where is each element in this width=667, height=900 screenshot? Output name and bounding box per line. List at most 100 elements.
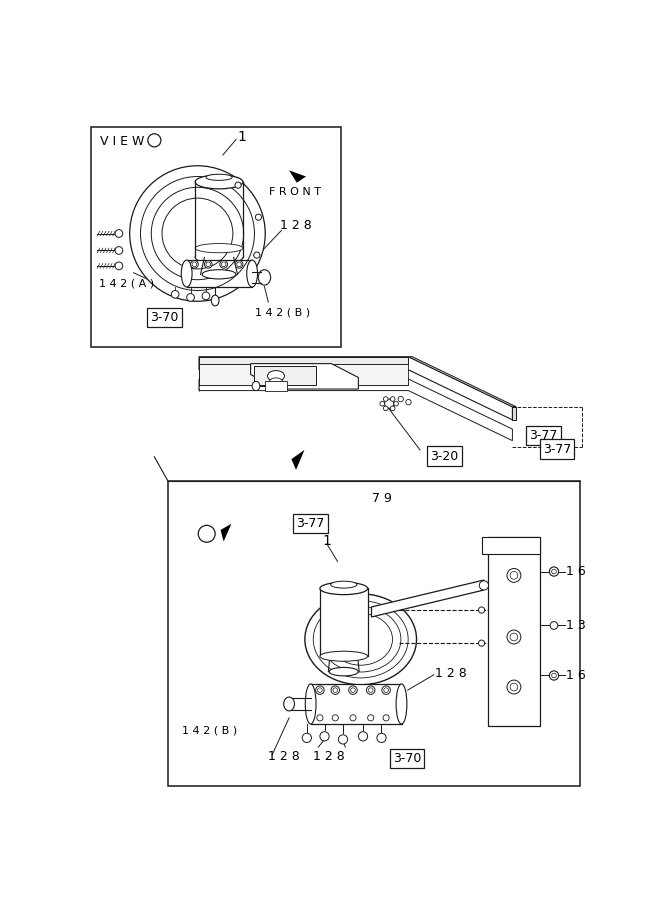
Ellipse shape bbox=[269, 378, 283, 386]
Circle shape bbox=[377, 734, 386, 742]
Circle shape bbox=[317, 715, 323, 721]
Ellipse shape bbox=[195, 244, 243, 253]
Circle shape bbox=[480, 580, 488, 590]
Bar bbox=[488, 537, 540, 725]
Circle shape bbox=[510, 683, 518, 691]
Circle shape bbox=[550, 567, 558, 576]
Circle shape bbox=[358, 732, 368, 741]
Circle shape bbox=[394, 401, 398, 406]
Polygon shape bbox=[408, 356, 516, 407]
Polygon shape bbox=[320, 589, 368, 656]
Text: 1 2 8: 1 2 8 bbox=[268, 750, 300, 763]
Circle shape bbox=[192, 262, 197, 266]
Text: 3-77: 3-77 bbox=[543, 443, 571, 455]
Ellipse shape bbox=[252, 382, 260, 391]
Ellipse shape bbox=[247, 260, 257, 287]
Polygon shape bbox=[199, 379, 512, 441]
Circle shape bbox=[382, 686, 390, 695]
Circle shape bbox=[129, 166, 265, 302]
Bar bbox=[168, 482, 580, 786]
Polygon shape bbox=[289, 170, 306, 183]
Circle shape bbox=[368, 688, 373, 692]
Circle shape bbox=[351, 688, 356, 692]
Bar bbox=[482, 537, 540, 554]
Circle shape bbox=[187, 293, 194, 302]
Circle shape bbox=[331, 686, 340, 695]
Circle shape bbox=[115, 230, 123, 238]
Circle shape bbox=[385, 399, 394, 409]
Ellipse shape bbox=[267, 371, 284, 382]
Circle shape bbox=[220, 260, 227, 268]
Ellipse shape bbox=[396, 684, 407, 724]
Circle shape bbox=[384, 406, 388, 410]
Circle shape bbox=[478, 640, 485, 646]
Text: A: A bbox=[203, 529, 211, 539]
Circle shape bbox=[235, 182, 241, 188]
Ellipse shape bbox=[283, 697, 295, 711]
Circle shape bbox=[333, 688, 338, 692]
Circle shape bbox=[380, 401, 385, 406]
Polygon shape bbox=[199, 356, 512, 419]
Circle shape bbox=[191, 260, 198, 268]
Circle shape bbox=[398, 396, 404, 401]
Circle shape bbox=[253, 252, 260, 258]
Ellipse shape bbox=[305, 594, 416, 685]
Text: 1 3: 1 3 bbox=[566, 619, 586, 632]
Circle shape bbox=[171, 291, 179, 298]
Circle shape bbox=[349, 686, 358, 695]
Ellipse shape bbox=[305, 684, 316, 724]
Polygon shape bbox=[254, 366, 316, 385]
Text: 1 2 8: 1 2 8 bbox=[280, 220, 311, 232]
Ellipse shape bbox=[195, 175, 243, 189]
Text: A: A bbox=[151, 135, 158, 145]
Bar bbox=[311, 684, 402, 724]
Circle shape bbox=[302, 734, 311, 742]
Polygon shape bbox=[199, 364, 408, 385]
Ellipse shape bbox=[320, 652, 368, 662]
Text: 1 2 8: 1 2 8 bbox=[313, 750, 345, 763]
Circle shape bbox=[350, 715, 356, 721]
Text: 3-20: 3-20 bbox=[430, 449, 459, 463]
Ellipse shape bbox=[195, 251, 243, 264]
Circle shape bbox=[390, 397, 395, 401]
Polygon shape bbox=[221, 524, 231, 542]
Polygon shape bbox=[199, 379, 408, 385]
Bar bbox=[187, 260, 252, 286]
Circle shape bbox=[315, 686, 324, 695]
Text: 3-70: 3-70 bbox=[150, 310, 179, 324]
Circle shape bbox=[317, 688, 322, 692]
Circle shape bbox=[204, 260, 212, 268]
Text: 1 4 2 ( B ): 1 4 2 ( B ) bbox=[255, 308, 310, 318]
Polygon shape bbox=[372, 580, 484, 617]
Circle shape bbox=[235, 260, 243, 268]
Ellipse shape bbox=[329, 668, 358, 676]
Text: 1 6: 1 6 bbox=[566, 669, 586, 682]
Polygon shape bbox=[512, 407, 516, 419]
Circle shape bbox=[338, 734, 348, 744]
Circle shape bbox=[221, 262, 226, 266]
Text: 1: 1 bbox=[322, 534, 331, 548]
Circle shape bbox=[255, 214, 261, 220]
Circle shape bbox=[384, 688, 388, 692]
Text: 3-70: 3-70 bbox=[393, 752, 421, 765]
Circle shape bbox=[510, 572, 518, 580]
Polygon shape bbox=[251, 364, 358, 389]
Circle shape bbox=[148, 134, 161, 147]
Ellipse shape bbox=[181, 260, 192, 287]
Polygon shape bbox=[195, 182, 243, 257]
Ellipse shape bbox=[258, 270, 271, 285]
Circle shape bbox=[478, 607, 485, 613]
Circle shape bbox=[552, 673, 556, 678]
Text: 1 4 2 ( A ): 1 4 2 ( A ) bbox=[99, 279, 154, 289]
Text: 1 4 2 ( B ): 1 4 2 ( B ) bbox=[182, 725, 237, 735]
Ellipse shape bbox=[206, 175, 232, 180]
Text: 7 9: 7 9 bbox=[372, 492, 392, 505]
Text: V I E W: V I E W bbox=[101, 135, 145, 148]
Circle shape bbox=[507, 569, 521, 582]
Circle shape bbox=[510, 633, 518, 641]
Circle shape bbox=[550, 670, 558, 680]
Text: 3-77: 3-77 bbox=[296, 518, 325, 530]
Circle shape bbox=[206, 262, 211, 266]
Circle shape bbox=[202, 292, 210, 300]
Circle shape bbox=[390, 406, 395, 410]
